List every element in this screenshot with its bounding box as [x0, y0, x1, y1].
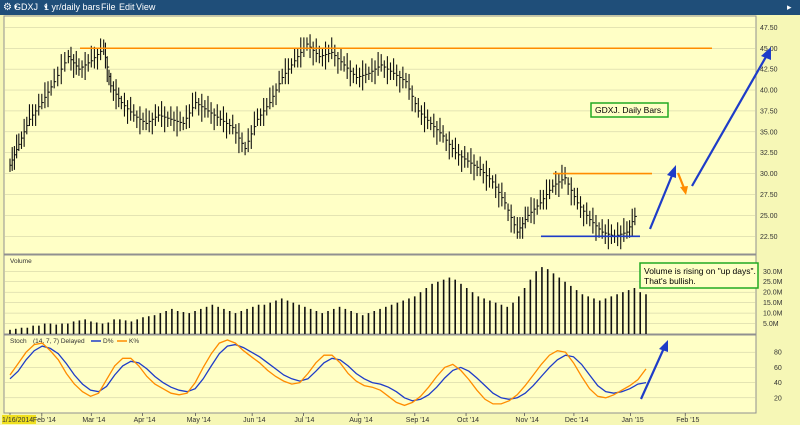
stoch-line [9, 343, 647, 402]
stoch-tick-label: 60 [774, 365, 782, 372]
x-tick-label: May '14 [187, 417, 211, 424]
arrow-up-1 [648, 172, 675, 230]
price-tick-label: 25.00 [760, 213, 778, 220]
stoch-axis: 20 40 60 80 [774, 350, 782, 403]
arrowhead-up-2 [761, 47, 771, 60]
volume-panel-title: Volume [10, 258, 32, 265]
price-bars [9, 34, 637, 250]
expand-icon[interactable]: ▸ [787, 2, 792, 12]
x-tick-label: Nov '14 [515, 417, 539, 424]
arrow-down-orange [676, 172, 686, 189]
arrow-up-2 [691, 54, 768, 187]
x-tick-label: Apr '14 [134, 417, 156, 424]
volume-tick-label: 10.0M [763, 311, 783, 318]
chevron-down-icon: ▾ [44, 4, 48, 11]
stoch-tick-label: 80 [774, 350, 782, 357]
price-panel: 22.50 25.00 27.50 30.00 32.50 35.00 37.50 40.00… [3, 15, 778, 255]
stoch-panel: Stoch (14, 7, 7) Delayed D% K% 20 40 60 80 [3, 334, 782, 414]
volume-axis: 5.0M 10.0M 15.0M 20.0M 25.0M 30.0M [763, 269, 783, 328]
x-tick-label: Jun '14 [243, 417, 265, 424]
volume-tick-label: 25.0M [763, 279, 783, 286]
stoch-grid [4, 351, 756, 399]
x-tick-label: Feb '15 [676, 417, 699, 424]
x-tick-label: Jan '15 [621, 417, 643, 424]
price-tick-label: 27.50 [760, 192, 778, 199]
x-tick-label: Aug '14 [349, 417, 373, 424]
x-axis: 1/16/2014 Feb '14 Mar '14 Apr '14 May '14 Jun… [2, 413, 699, 424]
arrowhead-down-orange [680, 186, 688, 195]
menu-edit[interactable]: Edit [119, 2, 135, 12]
menu-file[interactable]: File [101, 2, 116, 12]
price-horizontal-lines [80, 47, 712, 238]
volume-annotation-box [639, 262, 759, 289]
stoch-arrow [639, 347, 666, 400]
x-tick-label: Dec '14 [565, 417, 589, 424]
chart: 22.50 25.00 27.50 30.00 32.50 35.00 37.50 40.00… [2, 15, 783, 424]
price-tick-label: 40.00 [760, 88, 778, 95]
volume-tick-label: 5.0M [763, 321, 779, 328]
legend-label-k: K% [129, 338, 139, 345]
volume-annotation-line2: That's bullish. [644, 276, 696, 286]
stoch-tick-label: 40 [774, 380, 782, 387]
toolbar: ⚙ GDXJ ▾ 1 yr/daily bars ▾ File Edit Vie… [0, 0, 800, 15]
x-tick-label: Mar '14 [82, 417, 105, 424]
price-tick-label: 47.50 [760, 25, 778, 32]
arrowhead-up-1 [667, 165, 676, 178]
price-plot-bg [3, 15, 757, 255]
stoch-tick-label: 20 [774, 395, 782, 402]
x-date-highlight [2, 415, 36, 424]
stoch-line [9, 339, 647, 407]
volume-tick-label: 30.0M [763, 269, 783, 276]
annotation-text: GDXJ. Daily Bars. [595, 105, 664, 115]
x-tick-label: Feb '14 [33, 417, 56, 424]
symbol-label: GDXJ [14, 2, 39, 12]
annotation-box [590, 102, 669, 118]
period-label: 1 yr/daily bars [44, 2, 101, 12]
gear-icon[interactable]: ⚙ [3, 2, 12, 13]
price-tick-label: 32.50 [760, 150, 778, 157]
price-tick-label: 37.50 [760, 108, 778, 115]
chevron-down-icon: ▾ [14, 4, 18, 11]
stoch-arrowhead [659, 340, 668, 352]
volume-tick-label: 20.0M [763, 290, 783, 297]
stoch-panel-title: Stoch [10, 338, 27, 345]
price-tick-label: 30.00 [760, 171, 778, 178]
projection-arrows [648, 47, 771, 230]
volume-bars [9, 267, 647, 334]
volume-tick-label: 15.0M [763, 300, 783, 307]
price-tick-label: 22.50 [760, 234, 778, 241]
volume-annotation-line1: Volume is rising on "up days". [644, 266, 756, 276]
stoch-plot-bg [3, 334, 757, 414]
stoch-params: (14, 7, 7) Delayed [33, 338, 85, 345]
x-tick-label: 1/16/2014 [2, 417, 33, 424]
x-tick-label: Sep '14 [406, 417, 430, 424]
menu-view[interactable]: View [136, 2, 156, 12]
price-tick-label: 42.50 [760, 67, 778, 74]
price-tick-label: 35.00 [760, 129, 778, 136]
stoch-lines [9, 339, 647, 407]
volume-panel: Volume 5.0M 10.0M 15.0M 20.0M 25.0M 30.0M Vol… [3, 254, 783, 335]
x-tick-label: Jul '14 [294, 417, 314, 424]
x-tick-label: Oct '14 [457, 417, 479, 424]
legend-label-d: D% [103, 338, 114, 345]
